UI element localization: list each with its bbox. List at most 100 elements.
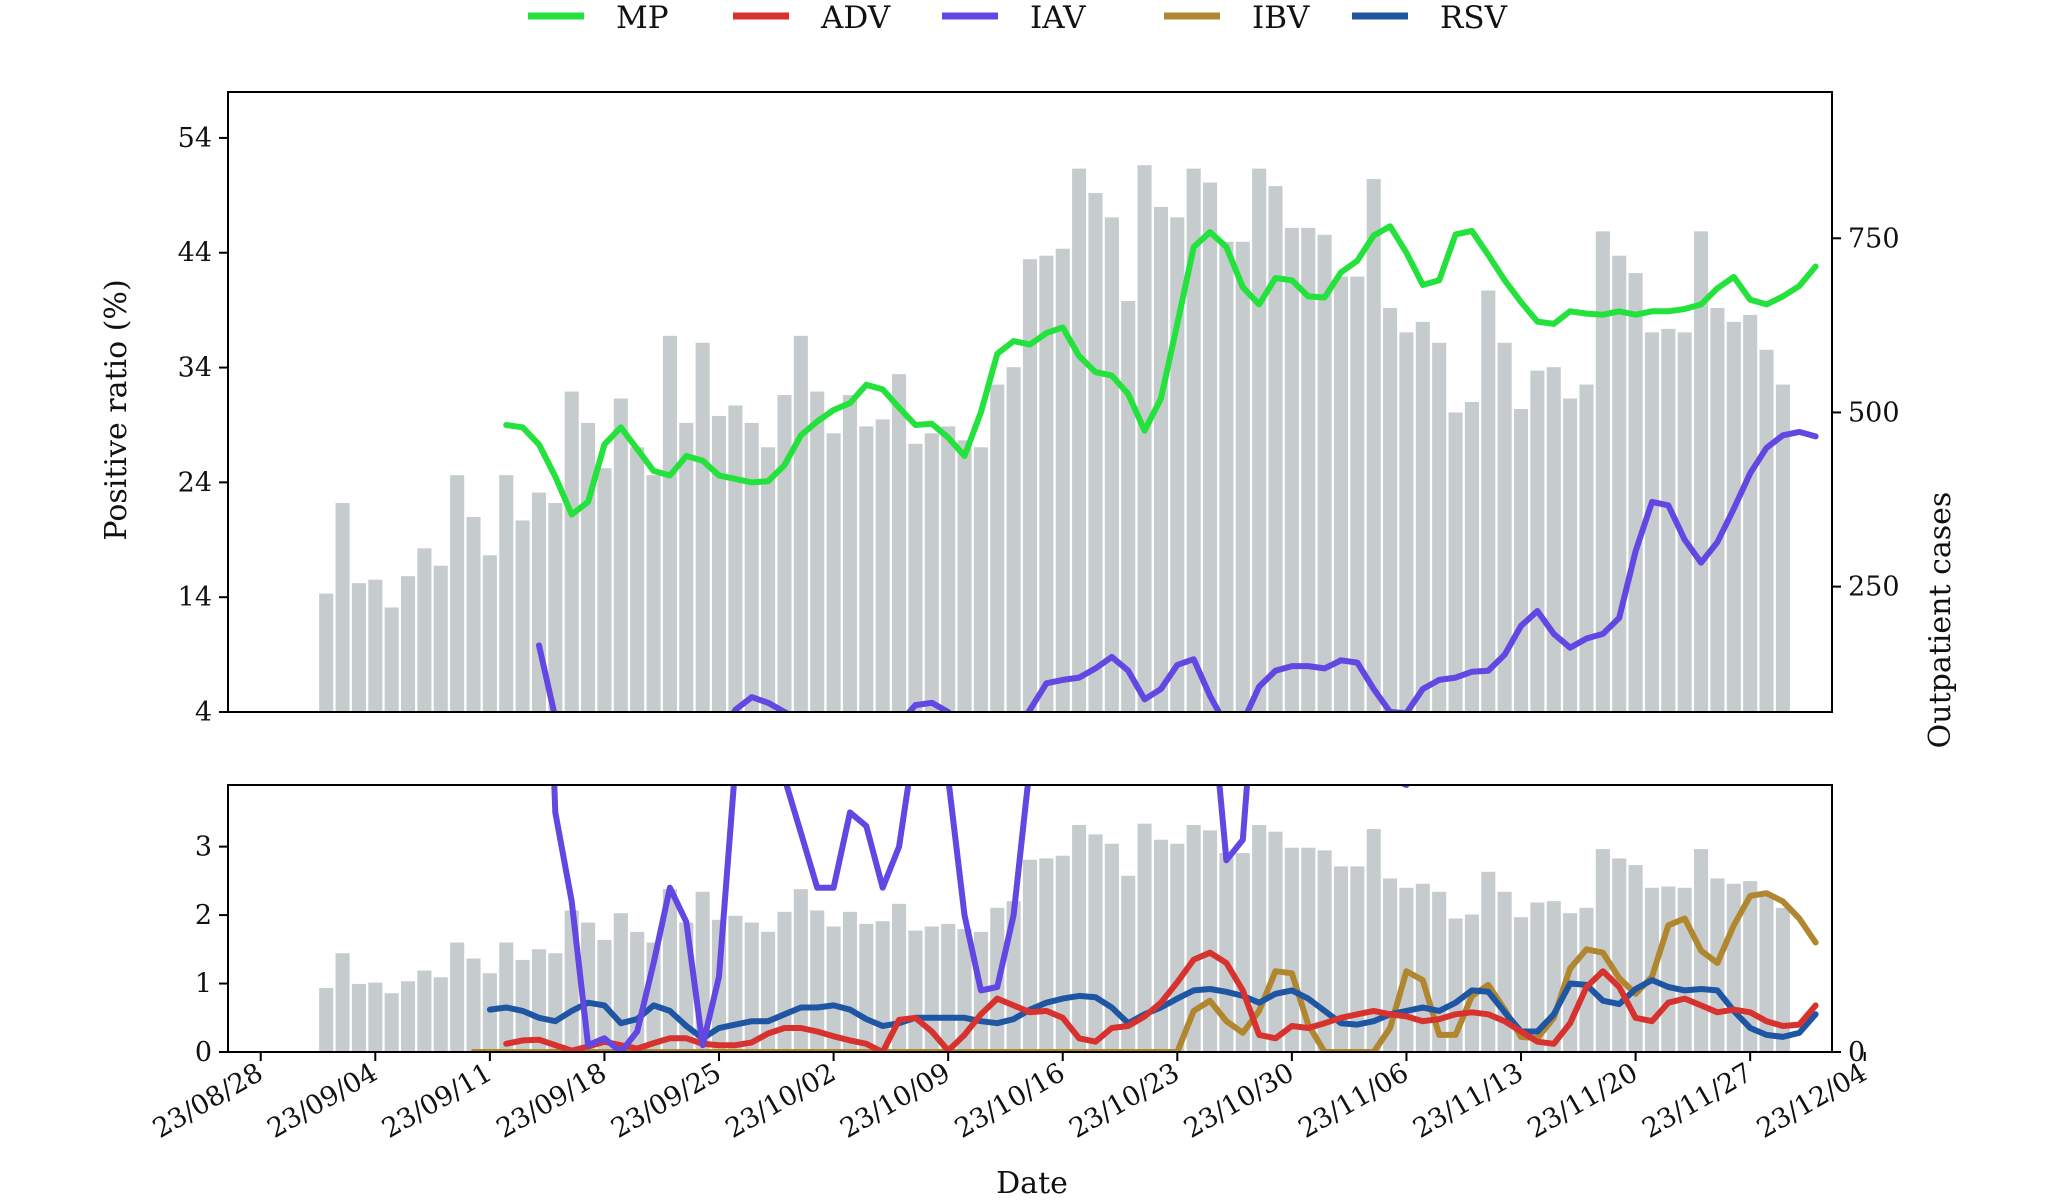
outpatient-bar xyxy=(548,953,563,1052)
outpatient-bar xyxy=(1415,321,1430,712)
legend-label-mp: MP xyxy=(616,0,669,36)
outpatient-bar xyxy=(1350,866,1365,1052)
outpatient-bar xyxy=(1219,241,1234,712)
outpatient-bar xyxy=(1088,834,1103,1052)
top-panel-frame xyxy=(227,91,1833,713)
outpatient-bar xyxy=(892,374,907,712)
outpatient-bar xyxy=(1317,234,1332,712)
series-mp-line xyxy=(503,223,1819,518)
outpatient-bar xyxy=(1121,300,1136,712)
outpatient-bar xyxy=(1284,847,1299,1052)
outpatient-bar xyxy=(630,447,645,712)
outpatient-bar xyxy=(1137,823,1152,1052)
outpatient-bar xyxy=(466,958,481,1052)
outpatient-bar xyxy=(810,910,825,1052)
legend: MP ADV IAV IBV RSV xyxy=(528,0,1508,36)
outpatient-bar xyxy=(711,415,727,712)
outpatient-bar xyxy=(466,516,481,712)
outpatient-bar xyxy=(1497,891,1512,1052)
outpatient-bar xyxy=(581,422,596,712)
outpatient-bar xyxy=(499,942,514,1052)
outpatient-bar xyxy=(1104,843,1119,1052)
outpatient-bar xyxy=(482,973,497,1052)
outpatient-bar xyxy=(679,422,694,712)
outpatient-bar xyxy=(1726,883,1741,1052)
outpatient-bar xyxy=(1055,248,1070,712)
outpatient-bar xyxy=(1022,859,1038,1052)
outpatient-bar xyxy=(695,342,710,712)
outpatient-bar xyxy=(417,970,432,1052)
outpatient-bar xyxy=(1448,918,1463,1052)
outpatient-bar xyxy=(1022,259,1038,712)
outpatient-bar xyxy=(1055,855,1070,1052)
outpatient-bar xyxy=(1350,276,1365,712)
outpatient-bar xyxy=(1546,367,1561,712)
y-tick-label: 44 xyxy=(178,238,212,269)
outpatient-bar xyxy=(744,922,759,1052)
outpatient-bar xyxy=(450,942,465,1052)
outpatient-bar xyxy=(1530,370,1545,712)
outpatient-bar xyxy=(1661,328,1676,712)
y-tick-label: 0 xyxy=(195,1037,212,1068)
outpatient-bar xyxy=(728,405,743,712)
x-axis-label: Date xyxy=(996,1166,1068,1201)
outpatient-bar xyxy=(401,576,416,712)
outpatient-bar xyxy=(1481,871,1496,1052)
outpatient-bar xyxy=(842,395,857,712)
outpatient-bar xyxy=(1268,831,1283,1052)
outpatient-bar xyxy=(1677,332,1692,712)
outpatient-bar xyxy=(433,565,448,712)
outpatient-bar xyxy=(1203,830,1218,1052)
outpatient-bar xyxy=(515,959,530,1052)
y2-tick-label: 250 xyxy=(1848,572,1900,603)
outpatient-bar xyxy=(646,475,661,712)
outpatient-bar xyxy=(499,475,514,712)
y-tick-label: 34 xyxy=(178,353,212,384)
outpatient-bar xyxy=(1579,907,1594,1052)
outpatient-bar xyxy=(1317,850,1332,1052)
outpatient-bar xyxy=(613,398,628,712)
outpatient-bar xyxy=(1612,255,1627,712)
outpatient-bar xyxy=(1399,332,1414,712)
outpatient-bar xyxy=(1121,875,1136,1052)
outpatient-bar xyxy=(1415,883,1430,1052)
series-adv-line-lower xyxy=(503,949,1819,1052)
outpatient-bar xyxy=(482,555,497,712)
outpatient-bar xyxy=(1039,255,1054,712)
outpatient-bar xyxy=(1383,307,1398,712)
outpatient-bar xyxy=(859,426,874,712)
y-tick-label: 54 xyxy=(178,123,212,154)
y2-axis-label: Outpatient cases xyxy=(1923,492,1958,749)
outpatient-bar xyxy=(728,915,743,1052)
outpatient-bar xyxy=(793,335,808,712)
outpatient-bar xyxy=(1104,217,1119,712)
series-iav-line xyxy=(536,428,1819,712)
outpatient-bar xyxy=(597,468,612,712)
outpatient-bar xyxy=(1694,231,1709,712)
y-tick-label: 1 xyxy=(195,969,212,1000)
outpatient-bar xyxy=(1595,231,1610,712)
outpatient-bar xyxy=(1759,349,1774,712)
outpatient-bar xyxy=(1170,843,1185,1052)
outpatient-bar xyxy=(1628,273,1643,712)
outpatient-bar xyxy=(319,987,334,1052)
outpatient-bar xyxy=(1530,902,1545,1052)
outpatient-bar xyxy=(1563,398,1578,712)
outpatient-bar xyxy=(1203,182,1218,712)
y-tick-label: 2 xyxy=(195,900,212,931)
outpatient-bar xyxy=(1137,165,1152,712)
outpatient-bar xyxy=(368,579,383,712)
lines-layer xyxy=(470,223,1819,1052)
outpatient-bar xyxy=(1235,241,1250,712)
outpatient-bar xyxy=(597,939,612,1052)
outpatient-bar xyxy=(1775,384,1790,712)
outpatient-bar xyxy=(531,949,547,1052)
outpatient-bar xyxy=(368,982,383,1052)
outpatient-bar xyxy=(384,993,399,1052)
outpatient-bar xyxy=(1448,412,1463,712)
outpatient-bar xyxy=(1775,907,1790,1052)
outpatient-bar xyxy=(1710,307,1725,712)
outpatient-bar xyxy=(384,607,399,712)
outpatient-bar xyxy=(417,548,432,712)
